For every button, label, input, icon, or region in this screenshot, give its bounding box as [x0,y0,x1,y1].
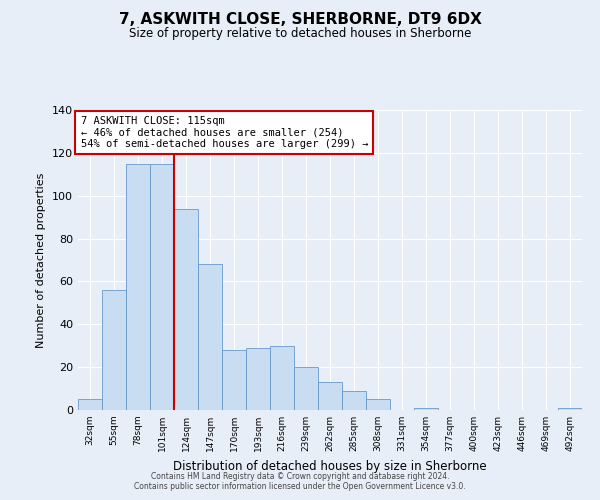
Bar [558,408,582,410]
Bar [270,346,294,410]
Bar [342,390,366,410]
Bar [222,350,246,410]
Bar [78,400,102,410]
Bar [366,400,390,410]
Bar [198,264,222,410]
Bar [414,408,438,410]
Bar [102,290,126,410]
Bar [150,164,174,410]
Bar [126,164,150,410]
Text: Contains public sector information licensed under the Open Government Licence v3: Contains public sector information licen… [134,482,466,491]
Y-axis label: Number of detached properties: Number of detached properties [37,172,46,348]
Bar [318,382,342,410]
Bar [294,367,318,410]
Bar [246,348,270,410]
Text: 7, ASKWITH CLOSE, SHERBORNE, DT9 6DX: 7, ASKWITH CLOSE, SHERBORNE, DT9 6DX [119,12,481,28]
Text: Contains HM Land Registry data © Crown copyright and database right 2024.: Contains HM Land Registry data © Crown c… [151,472,449,481]
Text: 7 ASKWITH CLOSE: 115sqm
← 46% of detached houses are smaller (254)
54% of semi-d: 7 ASKWITH CLOSE: 115sqm ← 46% of detache… [80,116,368,149]
Bar [174,208,198,410]
X-axis label: Distribution of detached houses by size in Sherborne: Distribution of detached houses by size … [173,460,487,472]
Text: Size of property relative to detached houses in Sherborne: Size of property relative to detached ho… [129,28,471,40]
